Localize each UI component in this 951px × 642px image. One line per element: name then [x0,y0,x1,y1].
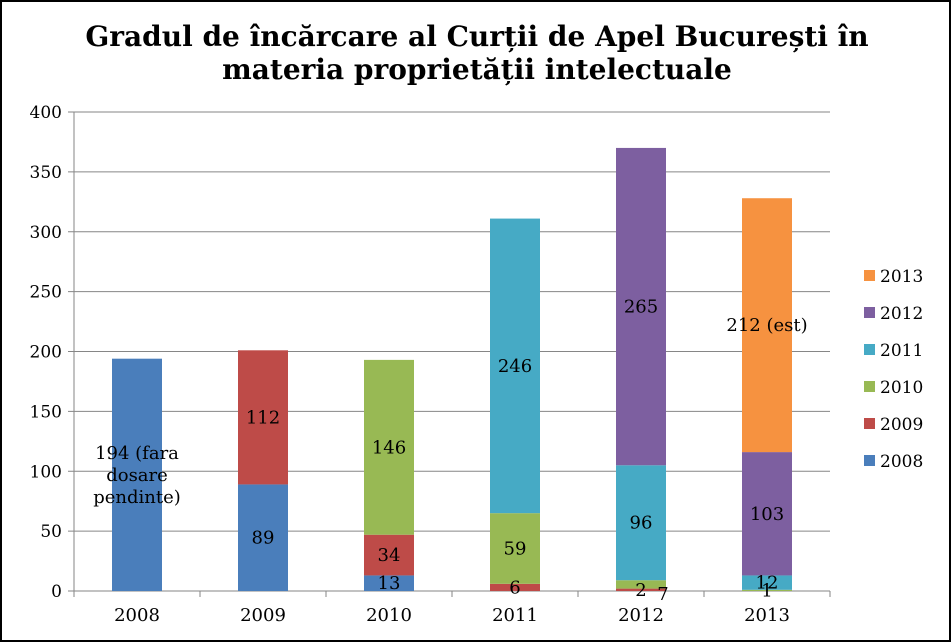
bar-segment-2013-series-2012 [742,452,792,576]
legend-swatch-2008 [864,455,875,466]
y-tick-label: 250 [30,283,62,303]
legend-label-2013: 2013 [880,267,923,287]
x-tick-label: 2012 [618,605,664,626]
legend-swatch-2012 [864,307,875,318]
data-label-2010-series-2008: 13 [378,573,401,594]
legend-label-2008: 2008 [880,452,923,472]
y-tick-label: 350 [30,163,62,183]
legend-label-2011: 2011 [880,341,923,361]
bar-segment-2013-series-2011 [742,575,792,590]
data-label-2012-series-2010: 7 [657,584,668,605]
data-label-2009-series-2009: 112 [246,407,280,428]
legend-label-2009: 2009 [880,415,923,435]
bar-segment-2009-series-2008 [238,484,288,591]
data-label-2008-series-2008: 194 (fara dosare pendinte) [93,443,181,508]
legend-label-2010: 2010 [880,378,923,398]
data-label-2009-series-2008: 89 [252,528,275,549]
x-tick-label: 2009 [240,605,286,626]
bar-segment-2012-series-2011 [616,465,666,581]
data-label-2012-series-2009: 2 [635,580,646,601]
chart-title: Gradul de încărcare al Curții de Apel Bu… [85,20,869,86]
y-tick-label: 200 [30,343,62,363]
y-tick-label: 100 [30,462,62,482]
bar-segment-2010-series-2009 [364,534,414,576]
bar-segment-2009-series-2009 [238,350,288,485]
y-tick-label: 300 [30,223,62,243]
bar-segment-2011-series-2010 [490,513,540,584]
x-tick-label: 2010 [366,605,412,626]
bar-segment-2012-series-2010 [616,580,666,589]
y-tick-label: 50 [40,522,62,542]
bar-segment-2012-series-2012 [616,147,666,466]
bar-segment-2011-series-2011 [490,218,540,514]
y-tick-label: 150 [30,402,62,422]
y-tick-label: 0 [51,582,62,602]
data-label-2012-series-2011: 96 [630,513,653,534]
data-label-2012-series-2012: 265 [624,297,658,318]
legend-label-2012: 2012 [880,304,923,324]
data-label-2013-series-2012: 103 [750,504,784,525]
data-label-2011-series-2010: 59 [504,538,527,559]
x-tick-label: 2013 [744,605,790,626]
bar-segment-2008-series-2008 [112,358,162,591]
data-label-2011-series-2011: 246 [498,356,532,377]
data-label-2013-series-2010: 1 [761,580,772,601]
bar-segment-2010-series-2010 [364,359,414,535]
legend-swatch-2013 [864,270,875,281]
bar-segment-2012-series-2009 [616,588,666,591]
legend-swatch-2011 [864,344,875,355]
x-tick-label: 2011 [492,605,538,626]
bar-segment-2011-series-2009 [490,583,540,591]
bar-segment-2013-series-2013 [742,198,792,453]
y-tick-label: 400 [30,103,62,123]
legend-swatch-2009 [864,418,875,429]
x-tick-label: 2008 [114,605,160,626]
bar-segment-2010-series-2008 [364,575,414,591]
data-label-2013-series-2011: 12 [756,573,779,594]
data-label-2013-series-2013: 212 (est) [726,315,807,336]
data-label-2010-series-2010: 146 [372,437,406,458]
bar-segment-2013-series-2010 [742,589,792,591]
legend-swatch-2010 [864,381,875,392]
data-label-2011-series-2009: 6 [509,577,520,598]
data-label-2010-series-2009: 34 [378,545,401,566]
